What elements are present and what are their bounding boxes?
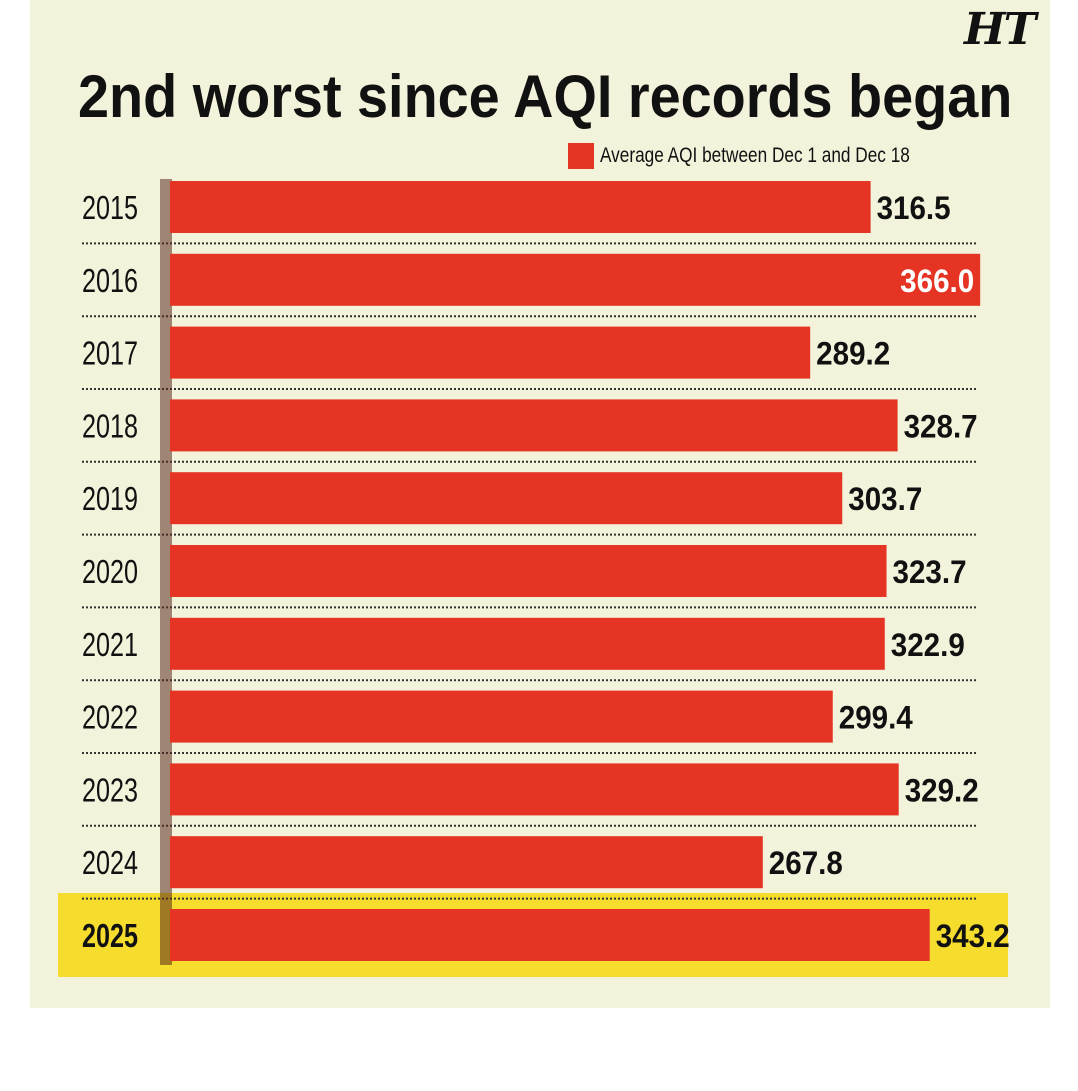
value-label: 329.2 <box>905 772 979 808</box>
bar <box>170 399 898 452</box>
year-tick-label: 2019 <box>82 480 138 517</box>
value-label: 316.5 <box>877 190 951 226</box>
year-tick-label: 2021 <box>82 626 138 663</box>
value-label: 303.7 <box>848 481 922 517</box>
year-tick-label: 2022 <box>82 699 138 736</box>
bar <box>170 181 871 233</box>
bar <box>170 763 899 816</box>
value-label: 289.2 <box>816 336 890 372</box>
value-label: 267.8 <box>769 845 843 881</box>
bar <box>170 690 833 743</box>
value-label: 366.0 <box>900 263 974 299</box>
year-tick-label: 2017 <box>82 335 138 372</box>
bar <box>170 472 843 525</box>
value-label: 343.2 <box>936 918 1010 954</box>
bar <box>170 836 763 889</box>
bar <box>170 326 811 379</box>
value-label: 322.9 <box>891 627 965 663</box>
value-label: 299.4 <box>839 700 913 736</box>
year-tick-label: 2018 <box>82 407 138 444</box>
legend-label: Average AQI between Dec 1 and Dec 18 <box>600 144 910 167</box>
bar <box>170 545 887 597</box>
year-tick-label: 2024 <box>82 844 138 881</box>
year-tick-label: 2020 <box>82 553 138 590</box>
value-label: 323.7 <box>893 554 967 590</box>
legend-swatch <box>568 143 594 169</box>
axis-shadow <box>160 179 172 965</box>
year-tick-label: 2015 <box>82 189 138 226</box>
bar <box>170 617 885 670</box>
year-tick-label: 2016 <box>82 262 138 299</box>
bar <box>170 909 930 961</box>
year-tick-label: 2023 <box>82 771 138 808</box>
year-tick-label: 2025 <box>82 917 138 954</box>
value-label: 328.7 <box>904 408 978 444</box>
chart-title: 2nd worst since AQI records began <box>78 63 1013 130</box>
bar <box>170 253 981 306</box>
ht-logo: HT <box>964 4 1036 55</box>
